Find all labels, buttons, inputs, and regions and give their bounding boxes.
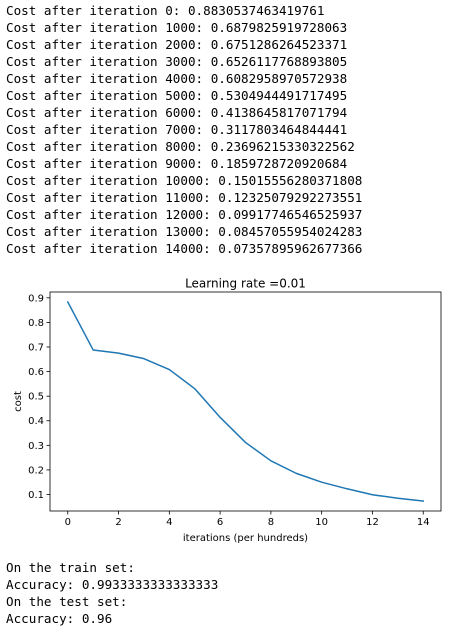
log-line: Cost after iteration 12000: 0.0991774654… <box>6 207 363 222</box>
log-line: Cost after iteration 6000: 0.41386458170… <box>6 105 348 120</box>
training-log: Cost after iteration 0: 0.88305374634197… <box>6 2 362 257</box>
log-line: Cost after iteration 5000: 0.53049444917… <box>6 88 348 103</box>
y-axis-label: cost <box>13 391 24 412</box>
log-line: Cost after iteration 14000: 0.0735789596… <box>6 241 363 256</box>
log-line: Cost after iteration 13000: 0.0845705595… <box>6 224 363 239</box>
y-tick-label: 0.3 <box>28 441 44 452</box>
y-tick-label: 0.4 <box>28 416 44 427</box>
y-tick-label: 0.7 <box>28 342 44 353</box>
plot-area-frame <box>49 291 442 512</box>
log-line: Cost after iteration 8000: 0.23696215330… <box>6 139 355 154</box>
y-axis-ticks: 0.1 0.2 0.3 0.4 0.5 0.6 0.7 0.8 0.9 <box>28 293 50 501</box>
y-tick-label: 0.5 <box>28 392 44 403</box>
log-line: Cost after iteration 7000: 0.31178034648… <box>6 122 348 137</box>
train-accuracy: Accuracy: 0.9933333333333333 <box>6 577 219 592</box>
y-tick-label: 0.1 <box>28 490 44 501</box>
y-tick-label: 0.6 <box>28 367 44 378</box>
chart-title: Learning rate =0.01 <box>185 277 306 291</box>
cost-chart-svg: Learning rate =0.01 0 2 4 6 8 10 12 14 0.10.20.… <box>13 277 442 544</box>
log-line: Cost after iteration 3000: 0.65261177688… <box>6 54 348 69</box>
x-tick-label: 4 <box>166 517 172 528</box>
x-tick-label: 12 <box>366 517 379 528</box>
y-tick-label: 0.8 <box>28 318 44 329</box>
log-line: Cost after iteration 9000: 0.18597287209… <box>6 156 348 171</box>
x-tick-label: 8 <box>268 517 274 528</box>
log-line: Cost after iteration 2000: 0.67512862645… <box>6 37 348 52</box>
x-tick-label: 6 <box>217 517 223 528</box>
x-tick-label: 14 <box>417 517 430 528</box>
x-tick-label: 0 <box>65 517 71 528</box>
x-axis-label: iterations (per hundreds) <box>183 533 308 544</box>
log-line: Cost after iteration 10000: 0.1501555628… <box>6 173 363 188</box>
y-tick-label: 0.9 <box>28 293 44 304</box>
x-tick-label: 10 <box>315 517 328 528</box>
log-line: Cost after iteration 0: 0.88305374634197… <box>6 3 325 18</box>
cost-chart: Learning rate =0.01 0 2 4 6 8 10 12 14 0.1 0.2 0.… <box>0 270 458 550</box>
y-tick-label: 0.2 <box>28 465 44 476</box>
log-line: Cost after iteration 11000: 0.1232507929… <box>6 190 363 205</box>
train-set-heading: On the train set: <box>6 560 135 575</box>
x-axis-ticks: 0 2 4 6 8 10 12 14 <box>65 511 430 528</box>
log-line: Cost after iteration 4000: 0.60829589705… <box>6 71 348 86</box>
results-output: On the train set: Accuracy: 0.9933333333… <box>6 559 218 627</box>
cost-series-line <box>66 300 425 502</box>
x-tick-label: 2 <box>115 517 121 528</box>
test-accuracy: Accuracy: 0.96 <box>6 611 113 626</box>
test-set-heading: On the test set: <box>6 594 128 609</box>
log-line: Cost after iteration 1000: 0.68798259197… <box>6 20 348 35</box>
